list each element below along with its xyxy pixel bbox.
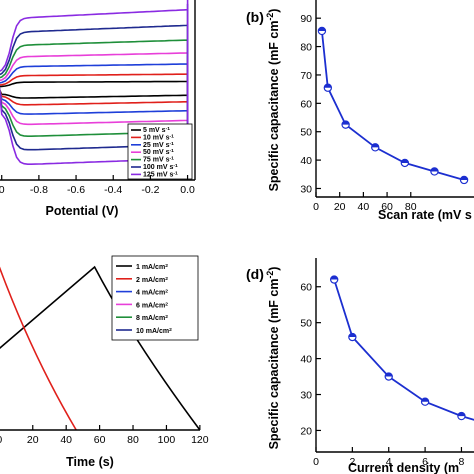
cv-curve — [0, 23, 189, 137]
data-point-fill — [401, 159, 409, 163]
y-tick-label: 20 — [300, 425, 312, 437]
data-point-fill — [330, 275, 338, 280]
legend-items: 5 mV s-110 mV s-125 mV s-150 mV s-175 mV… — [131, 126, 178, 179]
y-tick-label: 60 — [300, 98, 312, 110]
x-tick-label: 0 — [0, 184, 5, 196]
cv-curve — [0, 79, 189, 99]
axes-a: 0 -0.8 -0.6 -0.4 -0.2 0.0 — [0, 0, 196, 196]
cv-curve — [0, 69, 189, 106]
legend-label: 4 mA/cm2 — [136, 288, 168, 297]
x-tick-label: 2 — [349, 456, 355, 468]
panel-b-capacitance-vs-scan-rate: (b) 30 40 50 60 70 80 90 0 20 40 60 80 Specific cap… — [246, 0, 474, 222]
data-point-fill — [348, 333, 356, 338]
data-point-fill — [342, 121, 350, 125]
legend-label: 2 mA/cm2 — [136, 275, 168, 284]
panel-a-cv-curves: 5 mV s-110 mV s-125 mV s-150 mV s-175 mV… — [0, 0, 196, 218]
axes-c: 0 20 40 60 80 100 120 — [0, 425, 209, 446]
series-line — [333, 279, 474, 421]
x-tick-label: 8 — [459, 456, 465, 468]
panel-label: (d) — [246, 266, 264, 282]
x-tick-label: 120 — [191, 434, 209, 446]
data-point-fill — [457, 412, 466, 417]
data-point-fill — [371, 143, 379, 148]
x-tick-label: 20 — [27, 434, 39, 446]
y-tick-label: 50 — [300, 318, 312, 330]
panel-d-capacitance-vs-current-density: (d) 20 30 40 50 60 0 2 4 6 8 Specific capacitance… — [246, 258, 474, 474]
legend-box — [111, 255, 199, 341]
series-line — [321, 30, 465, 181]
y-tick-label: 40 — [300, 155, 312, 167]
data-point-fill — [460, 176, 468, 180]
cv-curve-group — [0, 0, 189, 165]
data-point-fill — [324, 84, 332, 88]
y-tick-label: 50 — [300, 127, 312, 139]
x-tick-label: 60 — [94, 434, 106, 446]
legend-label: 25 mV s-1 — [143, 140, 174, 149]
x-axis-title: Scan rate (mV s — [378, 208, 472, 222]
y-tick-label: 40 — [300, 354, 312, 366]
data-point-fill — [430, 167, 439, 172]
legend-label: 75 mV s-1 — [143, 155, 174, 164]
y-tick-label: 90 — [300, 13, 312, 25]
x-tick-label: 40 — [60, 434, 72, 446]
series-b — [317, 26, 469, 185]
legend-label: 1 mA/cm2 — [136, 263, 168, 272]
x-tick-label: -0.6 — [67, 184, 85, 196]
legend-label: 125 mV s-1 — [143, 170, 178, 179]
x-tick-label: 80 — [127, 434, 139, 446]
legend-label: 10 mV s-1 — [143, 133, 174, 142]
x-tick-label: 20 — [334, 201, 346, 213]
cv-curve — [0, 0, 189, 165]
axes-b: 30 40 50 60 70 80 90 0 20 40 60 80 — [300, 0, 474, 213]
data-point-fill — [421, 398, 429, 402]
panel-c-charge-discharge: 1 mA/cm2 2 mA/cm2 4 mA/cm2 6 mA/cm2 8 mA/cm2… — [0, 255, 209, 469]
x-tick-label: 0 — [0, 434, 2, 446]
legend-label: 8 mA/cm2 — [136, 314, 168, 323]
legend-box — [127, 123, 193, 180]
x-tick-label: 6 — [422, 456, 428, 468]
y-tick-label: 30 — [300, 183, 312, 195]
x-tick-label: 0.0 — [180, 184, 195, 196]
legend-label: 50 mV s-1 — [143, 148, 174, 157]
panel-label: (b) — [246, 9, 264, 25]
x-axis-title: Potential (V) — [46, 204, 119, 218]
y-axis-title: Specific capacitance (mF cm-2) — [265, 267, 281, 450]
y-tick-label: 60 — [300, 282, 312, 294]
x-tick-label: 80 — [405, 201, 417, 213]
data-point-fill — [385, 372, 393, 377]
legend-items: 1 mA/cm2 2 mA/cm2 4 mA/cm2 6 mA/cm2 8 mA/cm2… — [116, 263, 172, 336]
series-d — [329, 275, 474, 421]
x-axis-title: Time (s) — [66, 455, 114, 469]
x-tick-label: 4 — [386, 456, 392, 468]
axes-d: 20 30 40 50 60 0 2 4 6 8 — [300, 258, 474, 468]
y-tick-label: 30 — [300, 390, 312, 402]
x-tick-label: -0.2 — [141, 184, 159, 196]
y-tick-label: 80 — [300, 42, 312, 54]
legend-label: 5 mV s-1 — [143, 126, 170, 135]
legend-label: 100 mV s-1 — [143, 163, 178, 172]
x-tick-label: 0 — [313, 201, 319, 213]
gcd-curve-2 — [0, 266, 77, 431]
x-tick-label: -0.4 — [104, 184, 122, 196]
y-axis-title: Specific capacitance (mF cm-2) — [265, 9, 281, 192]
x-axis-title: Current density (m — [348, 461, 459, 474]
legend-label: 10 mA/cm2 — [136, 327, 172, 336]
x-tick-label: -0.8 — [30, 184, 48, 196]
x-tick-label: 40 — [358, 201, 370, 213]
data-point-fill — [318, 27, 326, 31]
x-tick-label: 60 — [381, 201, 393, 213]
legend-label: 6 mA/cm2 — [136, 301, 168, 310]
y-tick-label: 70 — [300, 70, 312, 82]
x-tick-label: 0 — [313, 456, 319, 468]
x-tick-label: 100 — [158, 434, 176, 446]
